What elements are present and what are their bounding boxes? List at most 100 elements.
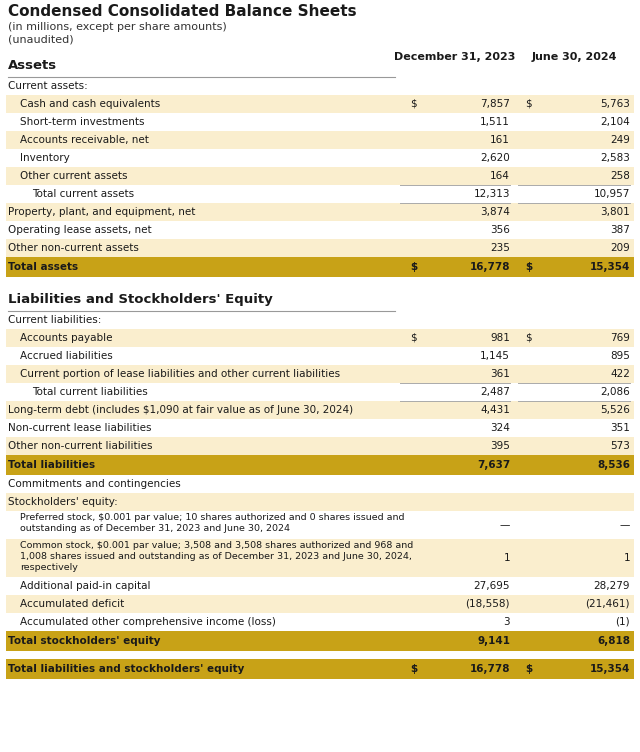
Text: 2,487: 2,487 [480, 387, 510, 397]
Text: Long-term debt (includes $1,090 at fair value as of June 30, 2024): Long-term debt (includes $1,090 at fair … [8, 405, 353, 415]
Text: $: $ [525, 99, 532, 109]
Bar [6, 659, 634, 679]
Text: Total stockholders' equity: Total stockholders' equity [8, 636, 161, 646]
Text: Operating lease assets, net: Operating lease assets, net [8, 225, 152, 235]
Text: Cash and cash equivalents: Cash and cash equivalents [20, 99, 160, 109]
Text: $: $ [410, 262, 417, 272]
Text: 161: 161 [490, 135, 510, 145]
Text: Commitments and contingencies: Commitments and contingencies [8, 479, 180, 489]
Text: 5,763: 5,763 [600, 99, 630, 109]
Text: Accumulated other comprehensive income (loss): Accumulated other comprehensive income (… [20, 617, 276, 627]
Text: Total current liabilities: Total current liabilities [32, 387, 148, 397]
Text: Additional paid-in capital: Additional paid-in capital [20, 581, 150, 591]
Text: Property, plant, and equipment, net: Property, plant, and equipment, net [8, 207, 195, 217]
Text: $: $ [410, 664, 417, 674]
Text: Stockholders' equity:: Stockholders' equity: [8, 497, 118, 507]
Text: 387: 387 [610, 225, 630, 235]
Text: Inventory: Inventory [20, 153, 70, 163]
Bar [6, 613, 634, 631]
Text: Other non-current liabilities: Other non-current liabilities [8, 441, 152, 451]
Text: Total current assets: Total current assets [32, 189, 134, 199]
Text: Accrued liabilities: Accrued liabilities [20, 351, 113, 361]
Text: 249: 249 [610, 135, 630, 145]
Text: $: $ [525, 333, 532, 343]
Text: (21,461): (21,461) [586, 599, 630, 609]
Text: 2,104: 2,104 [600, 117, 630, 127]
Text: $: $ [410, 333, 417, 343]
Text: 573: 573 [610, 441, 630, 451]
Text: Non-current lease liabilities: Non-current lease liabilities [8, 423, 152, 433]
Text: (1): (1) [616, 617, 630, 627]
Text: 9,141: 9,141 [477, 636, 510, 646]
Text: 209: 209 [611, 243, 630, 253]
Bar [6, 257, 634, 277]
Text: 981: 981 [490, 333, 510, 343]
Text: 4,431: 4,431 [480, 405, 510, 415]
Text: Current portion of lease liabilities and other current liabilities: Current portion of lease liabilities and… [20, 369, 340, 379]
Text: $: $ [525, 664, 532, 674]
Bar [6, 113, 634, 131]
Text: Accounts payable: Accounts payable [20, 333, 113, 343]
Text: $: $ [410, 99, 417, 109]
Text: Total liabilities and stockholders' equity: Total liabilities and stockholders' equi… [8, 664, 244, 674]
Text: $: $ [525, 262, 532, 272]
Bar [6, 347, 634, 365]
Text: (in millions, except per share amounts): (in millions, except per share amounts) [8, 22, 227, 32]
Text: Total assets: Total assets [8, 262, 78, 272]
Text: 28,279: 28,279 [593, 581, 630, 591]
Bar [6, 401, 634, 419]
Text: 395: 395 [490, 441, 510, 451]
Text: 2,620: 2,620 [480, 153, 510, 163]
Text: 1,511: 1,511 [480, 117, 510, 127]
Text: 324: 324 [490, 423, 510, 433]
Text: 3,801: 3,801 [600, 207, 630, 217]
Text: Accounts receivable, net: Accounts receivable, net [20, 135, 149, 145]
Text: 8,536: 8,536 [597, 460, 630, 470]
Bar [6, 595, 634, 613]
Text: 3: 3 [504, 617, 510, 627]
Text: 769: 769 [610, 333, 630, 343]
Bar [6, 131, 634, 149]
Text: 356: 356 [490, 225, 510, 235]
Text: 1: 1 [504, 553, 510, 563]
Text: Condensed Consolidated Balance Sheets: Condensed Consolidated Balance Sheets [8, 4, 356, 19]
Bar [6, 475, 634, 493]
Bar [6, 365, 634, 383]
Text: 10,957: 10,957 [594, 189, 630, 199]
Text: 12,313: 12,313 [474, 189, 510, 199]
Text: 3,874: 3,874 [480, 207, 510, 217]
Bar [6, 383, 634, 401]
Text: June 30, 2024: June 30, 2024 [531, 52, 617, 62]
Bar [6, 149, 634, 167]
Bar [6, 329, 634, 347]
Text: Total liabilities: Total liabilities [8, 460, 95, 470]
Bar [6, 239, 634, 257]
Text: 164: 164 [490, 171, 510, 181]
Text: 15,354: 15,354 [589, 664, 630, 674]
Text: 16,778: 16,778 [470, 262, 510, 272]
Text: Current assets:: Current assets: [8, 81, 88, 91]
Bar [6, 437, 634, 455]
Bar [6, 167, 634, 185]
Bar [6, 419, 634, 437]
Text: 351: 351 [610, 423, 630, 433]
Text: 2,583: 2,583 [600, 153, 630, 163]
Text: 361: 361 [490, 369, 510, 379]
Text: 1,145: 1,145 [480, 351, 510, 361]
Bar [6, 203, 634, 221]
Bar [6, 455, 634, 475]
Text: 27,695: 27,695 [474, 581, 510, 591]
Text: 6,818: 6,818 [597, 636, 630, 646]
Text: Other non-current assets: Other non-current assets [8, 243, 139, 253]
Text: Current liabilities:: Current liabilities: [8, 315, 101, 325]
Text: (unaudited): (unaudited) [8, 34, 74, 44]
Bar [6, 631, 634, 651]
Text: 16,778: 16,778 [470, 664, 510, 674]
Text: —: — [500, 520, 510, 530]
Text: 2,086: 2,086 [600, 387, 630, 397]
Text: Other current assets: Other current assets [20, 171, 127, 181]
Bar [6, 185, 634, 203]
Text: 1: 1 [623, 553, 630, 563]
Text: 258: 258 [610, 171, 630, 181]
Bar [6, 493, 634, 511]
